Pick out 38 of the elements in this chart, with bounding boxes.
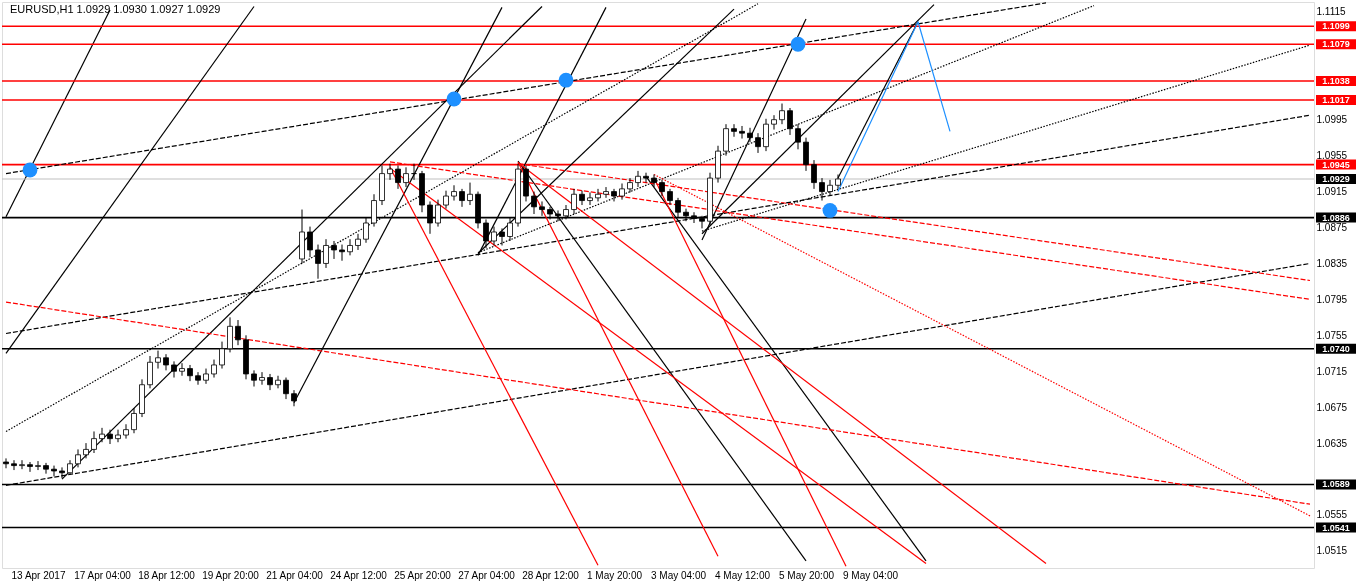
y-tick-label: 1.0555 (1316, 509, 1348, 521)
x-tick-label: 19 Apr 20:00 (202, 569, 260, 581)
ref-line-label: 1.1079 (1322, 39, 1350, 50)
x-tick-label: 5 May 20:00 (778, 569, 835, 581)
x-tick-label: 13 Apr 2017 (11, 569, 66, 581)
y-tick-label: 1.0715 (1316, 365, 1348, 377)
y-tick-label: 1.0515 (1316, 545, 1348, 557)
x-tick-label: 27 Apr 04:00 (458, 569, 516, 581)
ref-line-label: 1.0886 (1322, 212, 1350, 223)
x-tick-label: 1 May 20:00 (586, 569, 643, 581)
ref-line-label: 1.0541 (1322, 522, 1350, 533)
y-tick-label: 1.0915 (1316, 186, 1348, 198)
y-tick-label: 1.0755 (1316, 329, 1348, 341)
ref-line-label: 1.1099 (1322, 21, 1350, 32)
x-tick-label: 21 Apr 04:00 (266, 569, 324, 581)
ref-line-label: 1.0929 (1322, 173, 1350, 184)
y-tick-label: 1.0795 (1316, 293, 1348, 305)
x-tick-label: 4 May 12:00 (714, 569, 771, 581)
x-tick-label: 3 May 04:00 (650, 569, 707, 581)
ref-line-label: 1.0740 (1322, 343, 1350, 354)
ref-line-label: 1.1038 (1322, 76, 1350, 87)
x-tick-label: 24 Apr 12:00 (330, 569, 388, 581)
x-tick-label: 25 Apr 20:00 (394, 569, 452, 581)
y-tick-label: 1.1115 (1316, 6, 1347, 18)
ref-line-label: 1.0945 (1322, 159, 1350, 170)
y-tick-label: 1.0835 (1316, 257, 1348, 269)
x-tick-label: 9 May 04:00 (842, 569, 899, 581)
y-tick-label: 1.0875 (1316, 222, 1348, 233)
y-tick-label: 1.0675 (1316, 401, 1348, 413)
ref-line-label: 1.1017 (1322, 94, 1350, 105)
y-tick-label: 1.0995 (1316, 114, 1348, 126)
chart-title: EURUSD,H1 1.0929 1.0930 1.0927 1.0929 (10, 3, 221, 15)
x-tick-label: 18 Apr 12:00 (138, 569, 196, 581)
y-tick-label: 1.0635 (1316, 437, 1348, 449)
x-tick-label: 17 Apr 04:00 (74, 569, 132, 581)
x-tick-label: 28 Apr 12:00 (522, 569, 580, 581)
y-tick-label: 1.0955 (1316, 150, 1348, 162)
ref-line-label: 1.0589 (1322, 479, 1350, 490)
